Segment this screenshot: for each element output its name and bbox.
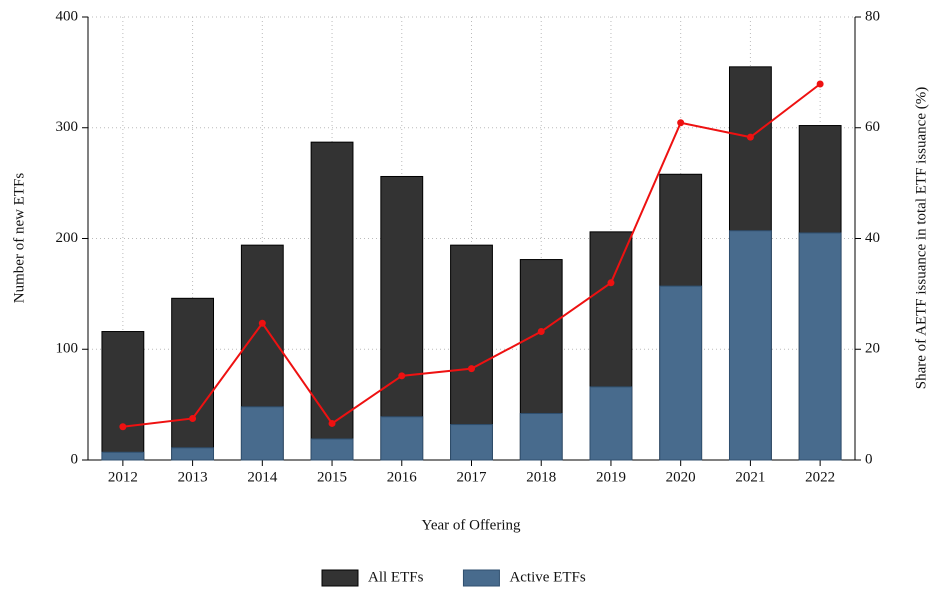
bar bbox=[101, 451, 145, 461]
y2-tick-label: 20 bbox=[865, 341, 880, 357]
x-tick-label: 2018 bbox=[526, 469, 556, 485]
bar bbox=[310, 438, 354, 461]
x-tick-label: 2012 bbox=[108, 469, 138, 485]
x-tick-label: 2013 bbox=[178, 469, 208, 485]
point bbox=[398, 372, 406, 380]
bar bbox=[450, 424, 493, 461]
x-tick-label: 2020 bbox=[666, 469, 696, 485]
y2-tick-label: 0 bbox=[865, 451, 873, 467]
bar bbox=[171, 447, 215, 461]
bar bbox=[310, 141, 354, 461]
legend-label: Active ETFs bbox=[509, 569, 585, 585]
y2-tick-label: 40 bbox=[865, 230, 880, 246]
x-axis-label: Year of Offering bbox=[421, 517, 521, 533]
x-tick-label: 2019 bbox=[596, 469, 626, 485]
bar bbox=[589, 386, 633, 461]
bar bbox=[728, 230, 772, 461]
y2-tick-label: 80 bbox=[865, 8, 880, 24]
x-tick-label: 2015 bbox=[317, 469, 347, 485]
bar bbox=[659, 285, 703, 461]
bar bbox=[380, 175, 424, 461]
x-tick-label: 2017 bbox=[457, 469, 488, 485]
bar bbox=[380, 416, 424, 461]
point bbox=[258, 319, 266, 327]
point bbox=[119, 423, 127, 431]
y-tick-label: 100 bbox=[56, 341, 79, 357]
point bbox=[328, 419, 336, 427]
legend-swatch bbox=[462, 569, 500, 587]
point bbox=[189, 414, 197, 422]
y2-axis-label: Share of AETF issuance in total ETF issu… bbox=[913, 87, 929, 389]
bar bbox=[519, 412, 563, 461]
legend-label: All ETFs bbox=[368, 569, 424, 585]
x-tick-label: 2021 bbox=[735, 469, 765, 485]
x-tick-label: 2014 bbox=[247, 469, 278, 485]
bar bbox=[101, 331, 145, 461]
point bbox=[677, 119, 685, 127]
legend-swatch bbox=[321, 569, 359, 587]
bar bbox=[798, 232, 842, 461]
y-axis-label: Number of new ETFs bbox=[11, 173, 27, 304]
point bbox=[746, 133, 754, 141]
y-tick-label: 300 bbox=[56, 119, 79, 135]
point bbox=[816, 80, 824, 88]
y-tick-label: 200 bbox=[56, 230, 79, 246]
bar bbox=[171, 297, 215, 461]
x-tick-label: 2016 bbox=[387, 469, 418, 485]
point bbox=[468, 365, 475, 373]
y-tick-label: 0 bbox=[71, 451, 79, 467]
y2-tick-label: 60 bbox=[865, 119, 880, 135]
y-tick-label: 400 bbox=[56, 8, 79, 24]
bar bbox=[240, 406, 284, 461]
x-tick-label: 2022 bbox=[805, 469, 835, 485]
point bbox=[537, 328, 545, 336]
point bbox=[607, 279, 615, 287]
